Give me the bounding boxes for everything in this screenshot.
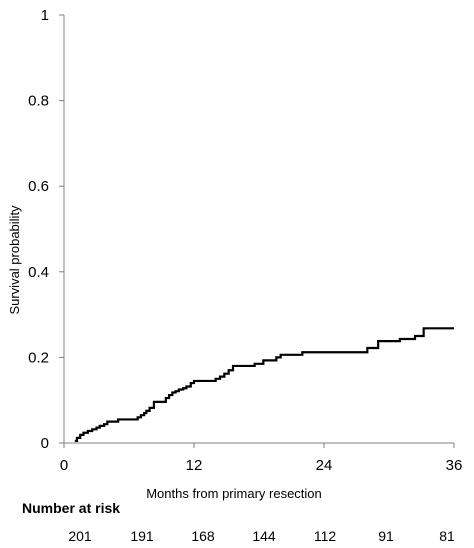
risk-value-5: 91	[378, 528, 394, 544]
x-tick-group: 0 12 24 36	[60, 443, 463, 474]
y-axis-label: Survival probability	[7, 205, 22, 315]
risk-value-6: 81	[439, 528, 455, 544]
survival-curve-line	[74, 327, 454, 442]
risk-value-2: 168	[191, 528, 215, 544]
y-tick-group: 0 0.2 0.4 0.6 0.8 1	[28, 7, 64, 452]
risk-value-3: 144	[252, 528, 276, 544]
x-tick-label: 0	[60, 457, 68, 474]
series-layer	[74, 327, 454, 442]
number-at-risk-header: Number at risk	[22, 500, 121, 516]
x-tick-label: 36	[446, 457, 463, 474]
x-tick-label: 24	[316, 457, 333, 474]
y-tick-label: 0.4	[28, 264, 49, 281]
y-tick-label: 0.6	[28, 178, 49, 195]
x-tick-label: 12	[186, 457, 203, 474]
y-tick-label: 1	[41, 7, 49, 24]
x-axis-label: Months from primary resection	[146, 486, 322, 501]
y-tick-label: 0.8	[28, 93, 49, 110]
risk-value-0: 201	[68, 528, 92, 544]
risk-value-1: 191	[130, 528, 154, 544]
risk-value-4: 112	[313, 528, 337, 544]
y-tick-label: 0.2	[28, 349, 49, 366]
y-tick-label: 0	[41, 435, 49, 452]
